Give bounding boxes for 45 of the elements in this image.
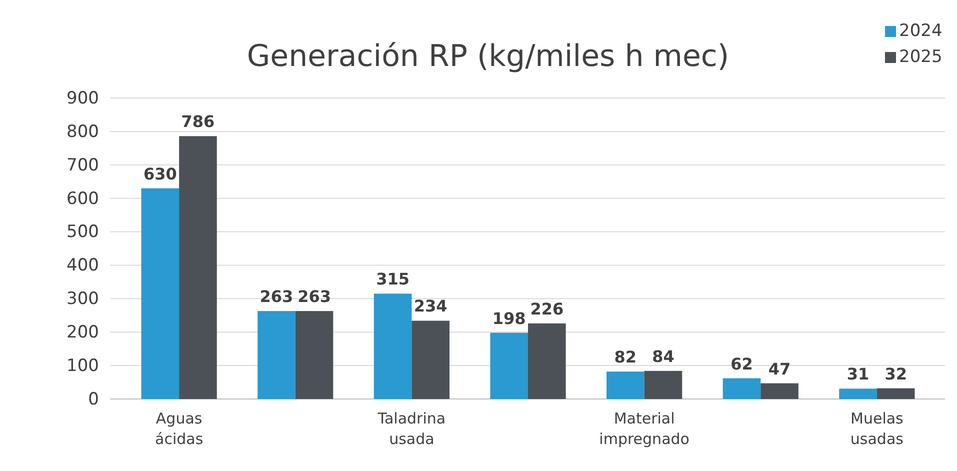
bar	[606, 372, 644, 399]
data-label: 198	[492, 308, 526, 328]
data-label: 47	[768, 359, 791, 378]
data-label: 630	[143, 164, 177, 184]
bar	[722, 378, 761, 399]
data-label: 84	[652, 346, 674, 366]
x-tick-label: Muelas usadas	[850, 410, 904, 448]
data-label: 234	[414, 296, 448, 316]
bar	[179, 136, 217, 399]
chart-title: Generación RP (kg/miles h mec)	[246, 39, 730, 74]
data-label: 82	[614, 348, 637, 367]
data-label: 226	[530, 299, 564, 318]
x-tick-label: Aguas ácidas	[154, 410, 204, 448]
data-label: 62	[730, 354, 753, 374]
y-tick-label: 700	[66, 155, 99, 176]
y-tick-label: 400	[66, 256, 99, 276]
bar	[258, 311, 296, 399]
legend-label: 2025	[899, 47, 942, 67]
x-tick-label: Material impregnado	[599, 410, 690, 448]
bar	[141, 188, 180, 399]
y-tick-label: 0	[88, 389, 99, 410]
bar	[374, 294, 412, 399]
y-tick-label: 300	[66, 289, 99, 310]
bar	[412, 320, 450, 399]
data-label: 31	[846, 364, 870, 384]
y-tick-label: 600	[66, 188, 99, 209]
bar	[876, 388, 915, 399]
data-label: 263	[260, 287, 294, 306]
data-label: 32	[884, 364, 907, 384]
data-label: 786	[181, 112, 215, 132]
y-tick-label: 500	[66, 222, 99, 242]
y-tick-label: 200	[66, 322, 99, 343]
bar	[839, 388, 877, 399]
x-tick-label: Taladrina usada	[376, 410, 446, 448]
bar	[644, 370, 682, 399]
data-label: 263	[298, 287, 331, 306]
bar	[490, 332, 528, 399]
bar	[528, 323, 566, 399]
data-label: 315	[376, 270, 410, 289]
bar	[760, 383, 798, 399]
y-tick-label: 800	[66, 122, 99, 142]
legend-label: 2024	[899, 21, 942, 41]
bar	[295, 311, 334, 399]
y-tick-label: 100	[66, 356, 99, 376]
y-tick-label: 900	[66, 88, 99, 108]
